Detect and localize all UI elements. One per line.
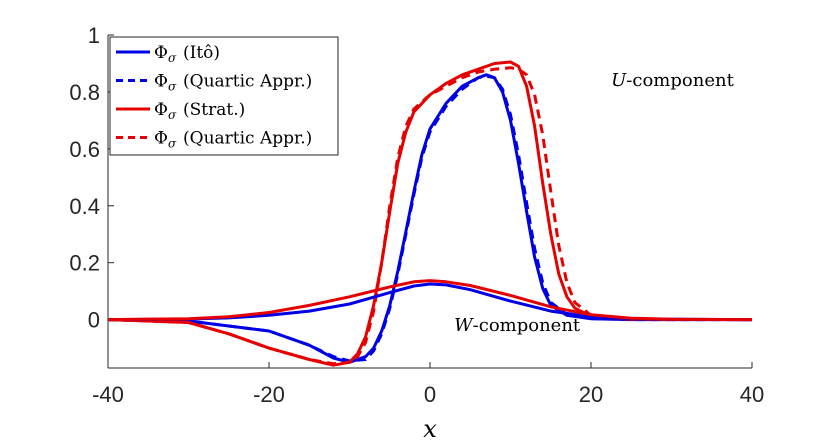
x-tick-label: -20 <box>253 382 285 407</box>
x-tick-label: 0 <box>424 382 436 407</box>
y-tick-label: 0.8 <box>69 80 100 105</box>
legend-item: Φσ (Strat.) <box>116 100 245 122</box>
annotation: U-component <box>611 70 734 91</box>
legend-label: (Quartic Appr.) <box>183 129 312 149</box>
legend-label: (Strat.) <box>183 100 245 120</box>
y-tick-label: 0.4 <box>69 194 100 219</box>
legend-label: (Itô) <box>183 43 220 63</box>
x-tick-label: -40 <box>92 382 124 407</box>
x-tick-label: 40 <box>740 382 764 407</box>
legend-label: (Quartic Appr.) <box>183 72 312 92</box>
series-line-w-component <box>107 282 753 322</box>
y-ticks: 0 0.2 0.4 0.6 0.8 1 <box>69 23 114 333</box>
legend-item: Φσ (Itô) <box>116 43 220 65</box>
annotation: W-component <box>454 315 581 336</box>
x-ticks: -40 -20 0 20 40 <box>92 362 764 407</box>
x-tick-label: 20 <box>579 382 603 407</box>
y-tick-label: 1 <box>88 23 100 48</box>
legend-item: Φσ (Quartic Appr.) <box>116 72 312 94</box>
y-tick-label: 0 <box>88 308 100 333</box>
legend: Φσ (Itô)Φσ (Quartic Appr.)Φσ (Strat.)Φσ (Qua… <box>109 36 339 156</box>
series-line-w-component <box>107 279 753 322</box>
y-tick-label: 0.2 <box>69 251 100 276</box>
y-tick-label: 0.6 <box>69 137 100 162</box>
series-layer <box>107 60 753 367</box>
x-axis-label: x <box>423 415 437 443</box>
legend-box <box>109 36 339 156</box>
series-line-u-component <box>107 66 753 366</box>
annotations: U-component W-component <box>454 70 734 336</box>
